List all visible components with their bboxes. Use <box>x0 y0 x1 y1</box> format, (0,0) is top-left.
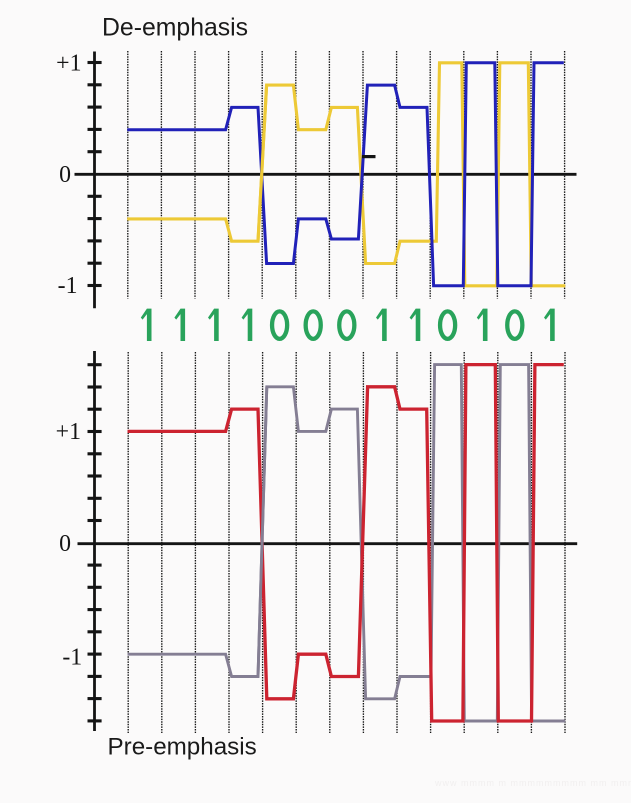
svg-text:www mmmm m mmmmmmmmm mm mmmmmm: www mmmm m mmmmmmmmm mm mmmmmm mmm mm <box>434 778 631 788</box>
svg-text:+1: +1 <box>56 419 81 445</box>
svg-text:De-emphasis: De-emphasis <box>102 14 248 41</box>
svg-text:+1: +1 <box>56 50 81 76</box>
svg-text:-1: -1 <box>58 273 78 299</box>
svg-text:0: 0 <box>59 162 71 188</box>
svg-text:-1: -1 <box>62 645 82 671</box>
svg-text:Pre-emphasis: Pre-emphasis <box>108 734 257 761</box>
svg-text:0: 0 <box>59 531 71 557</box>
